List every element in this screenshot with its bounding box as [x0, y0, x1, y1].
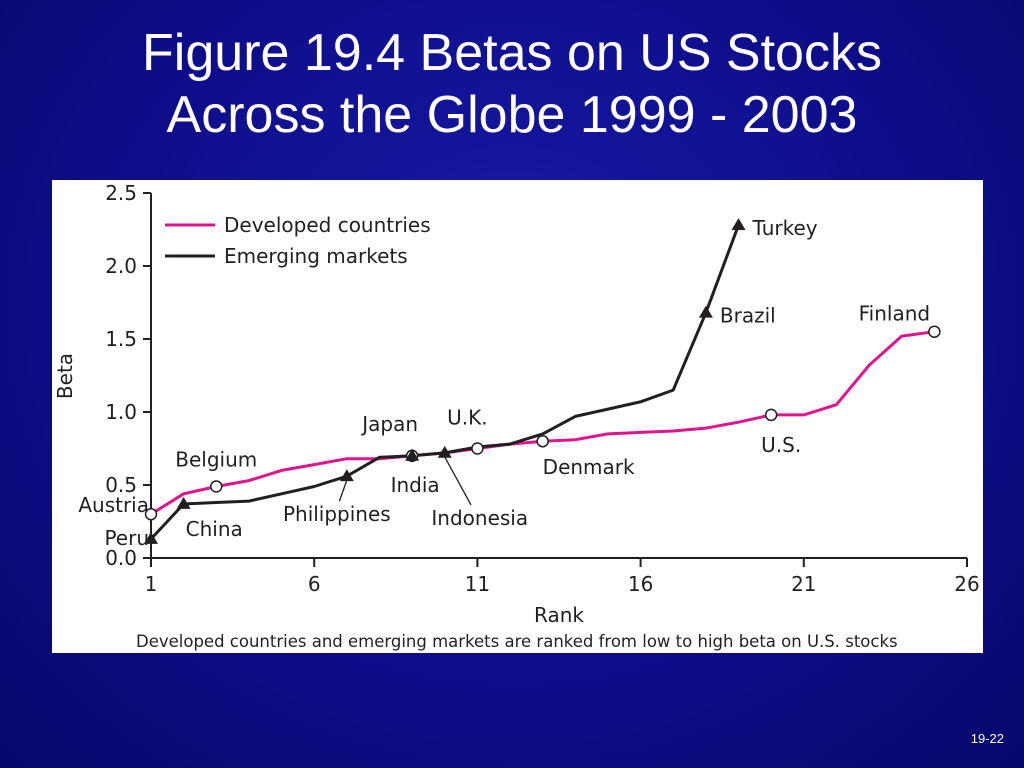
x-tick-label: 21 [791, 572, 816, 596]
slide-title-line-1: Figure 19.4 Betas on US Stocks [142, 24, 882, 82]
china-label: China [186, 517, 243, 541]
x-tick-label: 6 [308, 572, 321, 596]
china-marker [176, 496, 191, 509]
u-k-label: U.K. [447, 406, 487, 430]
y-axis-label: Beta [53, 353, 77, 399]
brazil-label: Brazil [720, 304, 776, 328]
indonesia-leader-line [444, 456, 472, 506]
emerging-markets-line [149, 224, 740, 541]
chart-caption: Developed countries and emerging markets… [136, 632, 898, 651]
belgium-marker [210, 480, 223, 493]
annotation-labels: Austria Peru Belgium China Philippines Japan I… [78, 216, 930, 550]
x-axis-label: Rank [534, 603, 584, 627]
x-tick-label: 1 [145, 572, 158, 596]
finland-marker [928, 325, 941, 338]
x-tick-label: 26 [954, 572, 979, 596]
india-marker [405, 448, 420, 461]
y-tick-label: 0.0 [105, 546, 137, 570]
chart-panel: 0.0 0.5 1.0 1.5 2.0 2.5 1 6 11 16 21 26 Austria Peru… [52, 180, 983, 653]
indonesia-marker [437, 445, 452, 458]
u-k-marker [471, 442, 484, 455]
slide-title: Figure 19.4 Betas on US Stocks Across th… [0, 22, 1024, 146]
denmark-marker [536, 434, 549, 448]
peru-marker [144, 532, 158, 544]
philippines-leader-line [338, 480, 348, 502]
belgium-label: Belgium [175, 447, 257, 471]
peru-label: Peru [104, 526, 149, 550]
legend: Developed countries Emerging markets [165, 213, 431, 268]
x-tick-label: 16 [628, 572, 653, 596]
denmark-label: Denmark [543, 455, 635, 479]
philippines-marker [339, 469, 354, 482]
annotation-leaders [338, 456, 472, 506]
y-tick-label: 2.5 [105, 181, 137, 205]
slide-number: 19-22 [970, 731, 1004, 746]
developed-countries-line [150, 330, 935, 516]
axes [150, 193, 967, 559]
brazil-marker [698, 305, 713, 318]
y-tick-label: 1.5 [105, 327, 137, 351]
turkey-marker [731, 218, 746, 231]
beta-chart: 0.00.51.01.52.02.51 6 11 16 21 26 AustriaPeru… [53, 181, 980, 651]
ticks: 0.00.51.01.52.02.51 6 11 16 21 26 [105, 181, 980, 596]
legend-label-developed: Developed countries [224, 213, 431, 237]
slide-title-line-2: Across the Globe 1999 - 2003 [166, 86, 858, 144]
u-s-label: U.S. [761, 433, 801, 457]
philippines-label: Philippines [283, 502, 391, 526]
indonesia-label: Indonesia [431, 506, 528, 530]
austria-label: Austria [78, 493, 149, 517]
y-tick-label: 1.0 [105, 400, 137, 424]
y-tick-label: 0.5 [105, 473, 137, 497]
turkey-label: Turkey [752, 216, 818, 240]
india-label: India [391, 473, 440, 497]
series-markers [144, 218, 941, 544]
austria-marker [144, 507, 158, 521]
finland-label: Finland [859, 302, 930, 326]
legend-label-emerging: Emerging markets [224, 244, 408, 268]
japan-label: Japan [360, 412, 418, 436]
y-tick-label: 2.0 [105, 254, 137, 278]
u-s-marker [764, 408, 778, 422]
series-lines [149, 224, 935, 541]
x-tick-label: 11 [465, 572, 490, 596]
